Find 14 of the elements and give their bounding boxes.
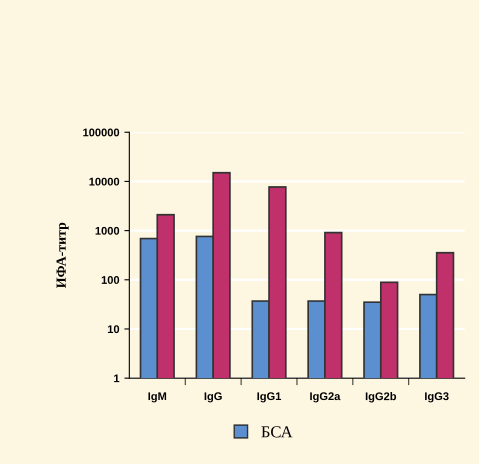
y-tick-label: 1000 [96,226,120,235]
y-tick-label: 100000 [83,128,120,136]
y-tick-label: 10 [108,325,120,334]
y-axis-title: ИФА-титр [56,222,69,288]
y-tick-label: 100 [102,276,120,284]
x-tick-label: IgG1 [257,392,282,402]
y-tick-label: 10000 [89,178,120,186]
x-tick-label: IgM [148,392,166,402]
legend-label: БСА [261,426,293,438]
x-tick-label: IgG3 [425,392,449,402]
x-tick-label: IgG2a [310,392,340,402]
x-tick-label: IgG2b [366,392,396,402]
y-tick-label: 1 [114,374,120,382]
x-tick-label: IgG [204,392,222,402]
